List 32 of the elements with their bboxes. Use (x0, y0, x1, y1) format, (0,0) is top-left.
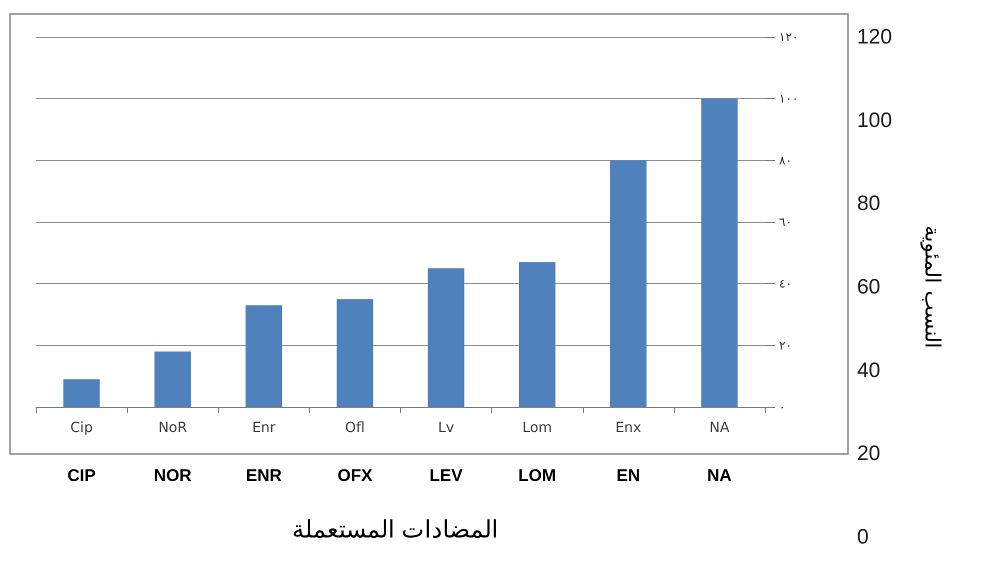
y-tick-label: ٤٠ (779, 276, 792, 291)
text: OFX (337, 466, 374, 485)
x-tick-label: Cip (70, 420, 93, 436)
y2-tick-label: 0 (857, 526, 869, 548)
y2-tick-label: 60 (857, 276, 880, 298)
text: NA (707, 466, 732, 485)
x-tick-label: Enr (252, 420, 276, 436)
x-tick-label: Lom (522, 420, 552, 436)
x-tick-label: Ofl (345, 420, 365, 436)
y2-tick-label: 120 (857, 26, 892, 48)
text: CIP (67, 466, 96, 485)
text: EN (616, 466, 640, 485)
text: NOR (154, 466, 192, 485)
x-tick-label: NA (709, 420, 730, 436)
y2-tick-label: 20 (857, 442, 880, 466)
y-tick-label: ٦٠ (779, 215, 792, 229)
y-tick-label: ٢٠ (779, 338, 792, 352)
y-tick-label: ٠ (779, 400, 786, 414)
y2-tick-label: 80 (857, 192, 880, 216)
x-tick-label: NoR (158, 420, 188, 436)
text: LOM (518, 466, 556, 485)
y2-tick-label: 100 (857, 108, 892, 132)
y-tick-label: ٨٠ (779, 153, 792, 168)
y-tick-label: ١٢٠ (779, 30, 798, 44)
x-tick-label: Enx (615, 420, 642, 436)
y2-tick-label: 40 (857, 358, 880, 382)
text: ENR (246, 466, 282, 485)
x-axis-title: المضادات المستعملة (292, 516, 499, 544)
y-tick-label: ١٠٠ (779, 92, 798, 106)
y2-axis-title: النسب المئوية (920, 226, 944, 348)
text: LEV (430, 466, 464, 485)
x-tick-label: Lv (438, 420, 454, 436)
